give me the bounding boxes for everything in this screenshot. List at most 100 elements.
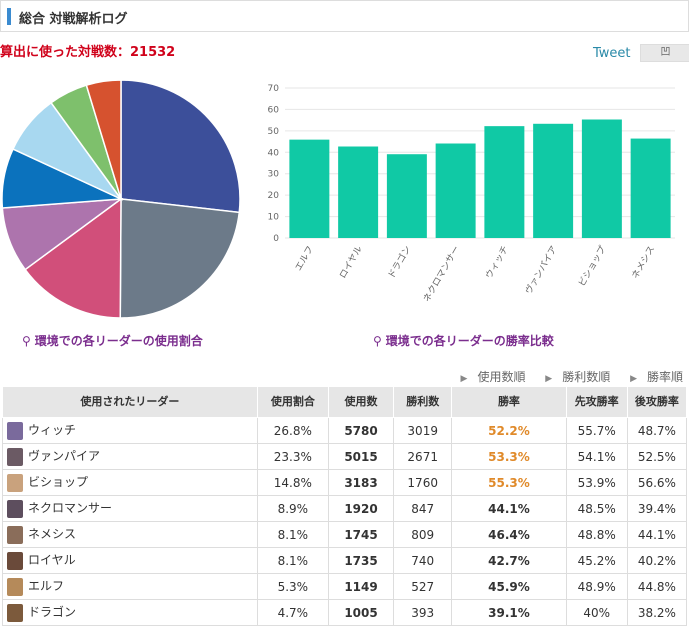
leader-avatar xyxy=(7,603,23,622)
table-row: ビショップ 14.8% 3183 1760 55.3% 53.9% 56.6% xyxy=(2,469,688,496)
used-cell: 3183 xyxy=(328,469,395,496)
bar xyxy=(289,139,330,238)
y-tick-label: 50 xyxy=(268,127,280,137)
pie-caption-text: 環境での各リーダーの使用割合 xyxy=(34,334,203,348)
share-cell: 26.8% xyxy=(257,417,329,444)
sort-by-used-link[interactable]: ▶ 使用数順 xyxy=(460,370,526,384)
leader-name: ドラゴン xyxy=(28,605,77,620)
table-row: ドラゴン 4.7% 1005 393 39.1% 40% 38.2% xyxy=(2,599,688,626)
rate-cell: 52.2% xyxy=(451,417,567,444)
share-button[interactable]: 凹 xyxy=(640,44,689,62)
used-cell: 1745 xyxy=(328,521,395,548)
triangle-right-icon: ▶ xyxy=(630,374,637,384)
x-tick-label: ウィッチ xyxy=(483,244,511,281)
map-pin-icon: ⚲ xyxy=(373,334,382,348)
first-rate-cell: 48.9% xyxy=(566,573,628,600)
table-row: ロイヤル 8.1% 1735 740 42.7% 45.2% 40.2% xyxy=(2,547,688,574)
sort-links: ▶ 使用数順 ▶ 勝利数順 ▶ 勝率順 xyxy=(445,368,683,385)
x-tick-label: ビショップ xyxy=(576,244,608,288)
second-rate-cell: 48.7% xyxy=(627,417,688,444)
bar xyxy=(338,146,379,238)
y-tick-label: 20 xyxy=(268,191,280,201)
usage-pie-chart xyxy=(1,79,241,319)
first-rate-cell: 53.9% xyxy=(566,469,628,496)
second-rate-cell: 38.2% xyxy=(627,599,688,626)
bar xyxy=(581,119,622,238)
bar xyxy=(386,154,427,238)
bar-caption-text: 環境での各リーダーの勝率比較 xyxy=(385,334,554,348)
first-rate-cell: 48.8% xyxy=(566,521,628,548)
leader-name: ウィッチ xyxy=(28,423,77,438)
triangle-right-icon: ▶ xyxy=(460,374,468,384)
page-title: 総合 対戦解析ログ xyxy=(19,12,128,27)
share-cell: 8.1% xyxy=(257,521,329,548)
used-cell: 1920 xyxy=(328,495,395,522)
x-tick-label: ネメシス xyxy=(630,244,658,281)
second-rate-cell: 44.8% xyxy=(627,573,688,600)
rate-cell: 55.3% xyxy=(451,469,567,496)
first-rate-cell: 55.7% xyxy=(566,417,628,444)
leader-stats-table: 使用されたリーダー 使用割合 使用数 勝利数 勝率 先攻勝率 後攻勝率 ウィッチ… xyxy=(2,386,688,626)
tweet-button[interactable]: Tweet xyxy=(593,46,631,61)
header-first-rate: 先攻勝率 xyxy=(565,386,628,418)
total-battles-label: 算出に使った対戦数：21532 xyxy=(0,45,176,60)
second-rate-cell: 52.5% xyxy=(627,443,688,470)
bar xyxy=(630,138,671,238)
leader-cell: ネメシス xyxy=(2,521,258,548)
pie-slice xyxy=(85,79,122,200)
used-cell: 1149 xyxy=(328,573,395,600)
leader-name: エルフ xyxy=(28,579,65,594)
table-header-row: 使用されたリーダー 使用割合 使用数 勝利数 勝率 先攻勝率 後攻勝率 xyxy=(2,386,688,418)
leader-cell: ネクロマンサー xyxy=(2,495,258,522)
share-cell: 8.1% xyxy=(257,547,329,574)
bar xyxy=(484,126,525,238)
leader-name: ヴァンパイア xyxy=(28,449,101,464)
wins-cell: 847 xyxy=(393,495,453,522)
wins-cell: 740 xyxy=(393,547,453,574)
wins-cell: 2671 xyxy=(393,443,453,470)
winrate-bar-chart: 0 10 20 30 40 50 60 70 エルフ ロイヤル ドラゴン ネクロマンサー ウィッチ ヴァン… xyxy=(268,84,675,304)
bar xyxy=(435,143,476,238)
y-tick-label: 0 xyxy=(273,234,279,244)
wins-cell: 3019 xyxy=(393,417,453,444)
leader-cell: ヴァンパイア xyxy=(2,443,258,470)
share-cell: 8.9% xyxy=(257,495,329,522)
y-tick-label: 60 xyxy=(268,105,280,115)
y-tick-label: 10 xyxy=(268,213,280,223)
header-share: 使用割合 xyxy=(256,386,329,418)
y-tick-label: 40 xyxy=(268,148,280,158)
leader-avatar xyxy=(7,525,23,544)
pie-slice xyxy=(120,79,241,214)
leader-name: ネクロマンサー xyxy=(28,501,113,516)
header-accent-bar xyxy=(7,8,11,25)
pie-slice xyxy=(119,198,241,319)
leader-cell: ロイヤル xyxy=(2,547,258,574)
first-rate-cell: 40% xyxy=(566,599,628,626)
leader-cell: エルフ xyxy=(2,573,258,600)
x-tick-label: ネクロマンサー xyxy=(421,244,462,304)
share-cell: 23.3% xyxy=(257,443,329,470)
second-rate-cell: 40.2% xyxy=(627,547,688,574)
rate-cell: 46.4% xyxy=(451,521,567,548)
wins-cell: 809 xyxy=(393,521,453,548)
leader-avatar xyxy=(7,499,23,518)
x-tick-label: ドラゴン xyxy=(385,244,413,281)
x-tick-label: ヴァンパイア xyxy=(522,244,559,297)
table-row: ネメシス 8.1% 1745 809 46.4% 48.8% 44.1% xyxy=(2,521,688,548)
first-rate-cell: 45.2% xyxy=(566,547,628,574)
x-tick-label: ロイヤル xyxy=(338,245,365,281)
rate-cell: 39.1% xyxy=(451,599,567,626)
second-rate-cell: 56.6% xyxy=(627,469,688,496)
triangle-right-icon: ▶ xyxy=(545,374,553,384)
pie-caption: ⚲ 環境での各リーダーの使用割合 xyxy=(22,332,203,349)
wins-cell: 1760 xyxy=(393,469,453,496)
wins-cell: 393 xyxy=(393,599,453,626)
leader-name: ビショップ xyxy=(28,475,89,490)
share-cell: 5.3% xyxy=(257,573,329,600)
leader-avatar xyxy=(7,577,23,596)
pie-slice xyxy=(24,197,122,319)
rate-cell: 44.1% xyxy=(451,495,567,522)
sort-by-wins-link[interactable]: ▶ 勝利数順 xyxy=(545,370,611,384)
sort-by-rate-link[interactable]: ▶ 勝率順 xyxy=(630,370,683,384)
page-header: 総合 対戦解析ログ xyxy=(0,0,689,32)
